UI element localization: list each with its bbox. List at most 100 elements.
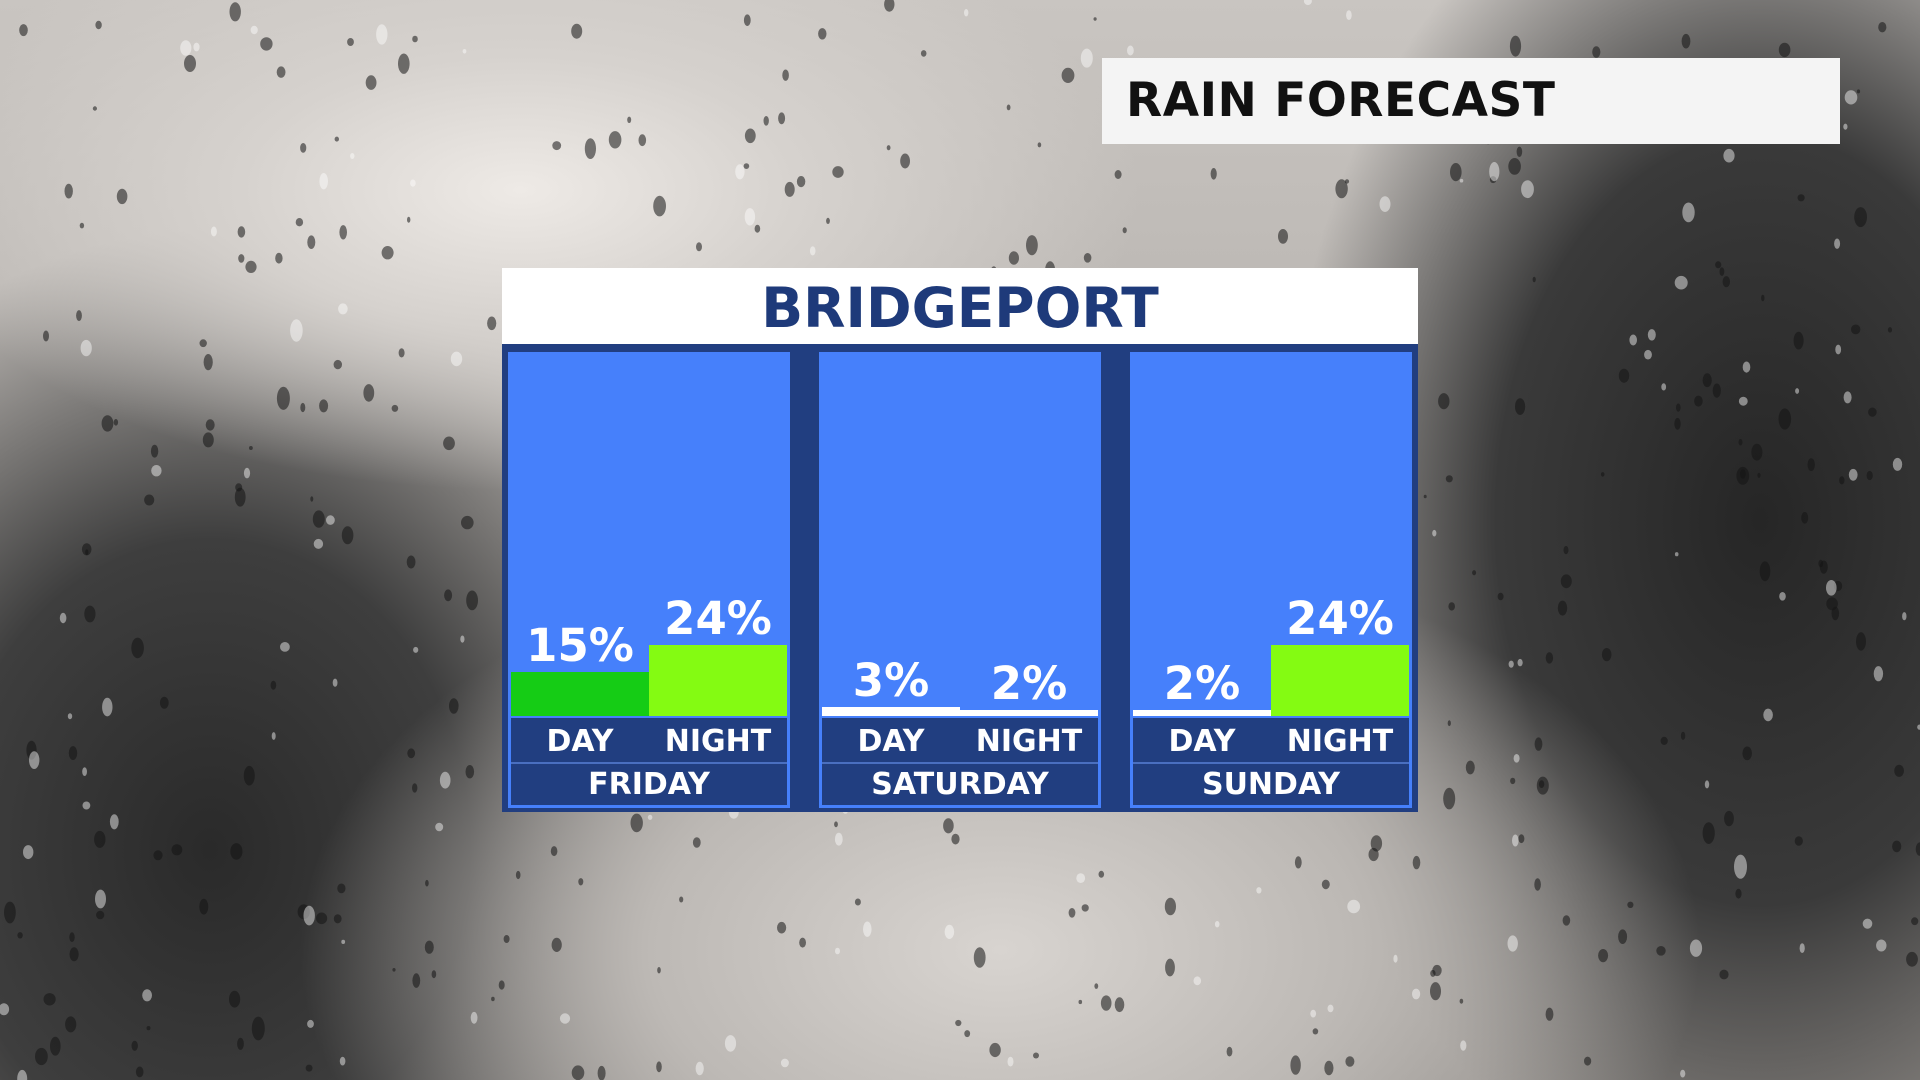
raindrop bbox=[1680, 1069, 1686, 1078]
raindrop bbox=[1601, 648, 1612, 662]
raindrop bbox=[784, 181, 795, 197]
raindrop bbox=[280, 642, 290, 652]
raindrop bbox=[630, 813, 643, 833]
raindrop bbox=[235, 483, 243, 492]
raindrop bbox=[50, 1036, 61, 1056]
raindrop bbox=[339, 1056, 346, 1066]
raindrop bbox=[657, 967, 661, 974]
raindrop bbox=[82, 767, 87, 776]
raindrop bbox=[435, 822, 444, 832]
raindrop bbox=[1507, 935, 1518, 952]
raindrop bbox=[290, 319, 303, 342]
raindrop bbox=[503, 935, 510, 943]
raindrop bbox=[92, 106, 97, 111]
raindrop bbox=[465, 765, 475, 779]
raindrop bbox=[1759, 561, 1771, 582]
raindrop bbox=[782, 69, 789, 81]
raindrop bbox=[443, 436, 455, 451]
raindrop bbox=[412, 783, 418, 793]
raindrop bbox=[229, 2, 241, 22]
raindrop bbox=[1513, 754, 1520, 763]
raindrop bbox=[184, 55, 196, 72]
raindrop bbox=[973, 947, 986, 968]
raindrop bbox=[796, 176, 806, 188]
raindrop bbox=[17, 1069, 28, 1080]
raindrop bbox=[1344, 179, 1350, 184]
raindrop bbox=[193, 42, 200, 52]
raindrop bbox=[695, 1061, 704, 1076]
raindrop bbox=[777, 921, 787, 934]
raindrop bbox=[1834, 238, 1841, 249]
raindrop bbox=[1412, 855, 1421, 870]
data-label-saturday-night: 2% bbox=[990, 657, 1068, 710]
raindrop bbox=[1093, 17, 1097, 21]
raindrop bbox=[584, 138, 597, 160]
raindrop bbox=[338, 303, 348, 315]
raindrop bbox=[1450, 163, 1462, 182]
raindrop bbox=[1902, 612, 1907, 621]
raindrop bbox=[412, 35, 418, 43]
raindrop bbox=[1459, 178, 1464, 183]
raindrop bbox=[1007, 1056, 1014, 1067]
raindrop bbox=[425, 879, 429, 887]
raindrop bbox=[1081, 904, 1089, 912]
raindrop bbox=[1866, 470, 1873, 481]
period-label-day: DAY bbox=[546, 724, 614, 759]
raindrop bbox=[1083, 252, 1092, 263]
raindrop bbox=[1793, 331, 1804, 350]
raindrop bbox=[1459, 998, 1464, 1004]
raindrop bbox=[964, 9, 969, 17]
raindrop bbox=[245, 260, 257, 273]
raindrop bbox=[1656, 946, 1666, 956]
raindrop bbox=[1736, 466, 1750, 485]
raindrop bbox=[17, 932, 23, 939]
raindrop bbox=[780, 1058, 789, 1068]
raindrop bbox=[1545, 652, 1554, 664]
period-label-night: NIGHT bbox=[1286, 724, 1394, 759]
raindrop bbox=[1778, 408, 1792, 430]
raindrop bbox=[1368, 847, 1379, 862]
raindrop bbox=[1618, 929, 1628, 944]
raindrop bbox=[900, 153, 910, 169]
raindrop bbox=[743, 163, 750, 170]
raindrop bbox=[1114, 170, 1122, 179]
raindrop bbox=[312, 510, 325, 528]
raindrop bbox=[341, 939, 346, 945]
bar-saturday-day bbox=[822, 707, 960, 716]
raindrop bbox=[1347, 899, 1361, 914]
raindrop bbox=[461, 515, 474, 530]
raindrop bbox=[238, 254, 245, 263]
raindrop bbox=[1508, 158, 1521, 175]
raindrop bbox=[744, 208, 756, 226]
raindrop bbox=[1448, 602, 1455, 611]
raindrop bbox=[1873, 666, 1884, 682]
raindrop bbox=[696, 242, 702, 252]
raindrop bbox=[1122, 227, 1127, 234]
raindrop bbox=[1379, 196, 1391, 213]
raindrop bbox=[778, 112, 786, 125]
raindrop bbox=[1689, 939, 1703, 957]
raindrop bbox=[3, 901, 16, 924]
day-name-row-friday: FRIDAY bbox=[511, 764, 787, 805]
raindrop bbox=[243, 467, 251, 479]
raindrop bbox=[1214, 921, 1220, 928]
raindrop bbox=[303, 905, 315, 926]
raindrop bbox=[835, 947, 840, 955]
raindrop bbox=[230, 843, 243, 860]
raindrop bbox=[1508, 660, 1514, 668]
raindrop bbox=[43, 993, 56, 1006]
period-row-sunday: DAY NIGHT bbox=[1133, 718, 1409, 764]
data-label-sunday-night: 24% bbox=[1286, 592, 1394, 645]
bar-sunday-day bbox=[1133, 710, 1271, 716]
rain-forecast-title-box: RAIN FORECAST bbox=[1102, 58, 1840, 144]
raindrop bbox=[571, 1065, 585, 1080]
raindrop bbox=[326, 515, 335, 525]
raindrop bbox=[1165, 958, 1175, 977]
raindrop bbox=[1324, 1060, 1334, 1076]
raindrop bbox=[1026, 235, 1038, 256]
raindrop bbox=[498, 980, 505, 990]
raindrop bbox=[229, 990, 241, 1008]
raindrop bbox=[1833, 580, 1843, 592]
raindrop bbox=[0, 1003, 10, 1016]
raindrop bbox=[1674, 552, 1679, 557]
